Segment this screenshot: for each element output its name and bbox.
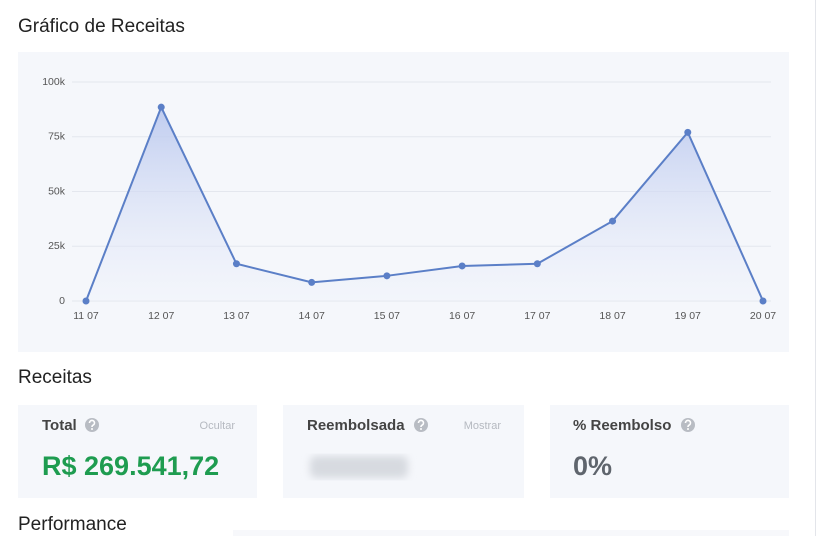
x-tick-label: 16 07 — [449, 310, 475, 322]
card-label: % Reembolso — [573, 417, 671, 434]
point — [383, 272, 391, 280]
y-tick-label: 0 — [59, 295, 65, 307]
chart: 0 25k 50k 75k 100k 11 07 12 07 13 07 14 07 15 07 1… — [42, 76, 776, 322]
card-value: R$ 269.541,72 — [42, 451, 219, 481]
y-tick-label: 50k — [48, 185, 66, 197]
card — [550, 405, 789, 498]
line — [85, 104, 764, 302]
x-tick-label: 19 07 — [675, 310, 701, 322]
y-tick-label: 100k — [42, 76, 66, 88]
point — [157, 103, 165, 111]
card-value: 0% — [573, 451, 612, 481]
y-tick-label: 25k — [48, 240, 66, 252]
card-action[interactable]: Mostrar — [464, 420, 502, 432]
x-tick-label: 12 07 — [148, 310, 174, 322]
hidden-value — [310, 456, 408, 478]
help-icon[interactable] — [85, 418, 99, 432]
area — [86, 107, 763, 301]
point — [308, 278, 316, 286]
x-tick-label: 18 07 — [599, 310, 625, 322]
card-label: Total — [42, 417, 77, 434]
help-icon[interactable] — [414, 418, 428, 432]
point — [82, 297, 90, 305]
point — [458, 262, 466, 270]
card — [233, 530, 789, 536]
card-label: Reembolsada — [307, 417, 405, 434]
section-title: Receitas — [18, 367, 92, 388]
point — [232, 260, 240, 268]
chart-title: Gráfico de Receitas — [18, 16, 185, 37]
card — [18, 405, 257, 498]
section-title: Performance — [18, 514, 127, 535]
x-tick-label: 14 07 — [299, 310, 325, 322]
point — [759, 297, 767, 305]
y-tick-label: 75k — [48, 131, 66, 143]
card-action[interactable]: Ocultar — [200, 420, 236, 432]
x-tick-label: 13 07 — [223, 310, 249, 322]
help-icon[interactable] — [681, 418, 695, 432]
x-tick-label: 15 07 — [374, 310, 400, 322]
point — [684, 128, 692, 136]
card — [283, 405, 524, 498]
x-tick-label: 17 07 — [524, 310, 550, 322]
x-tick-label: 20 07 — [750, 310, 776, 322]
x-tick-label: 11 07 — [73, 310, 99, 322]
point — [533, 260, 541, 268]
point — [609, 217, 617, 225]
